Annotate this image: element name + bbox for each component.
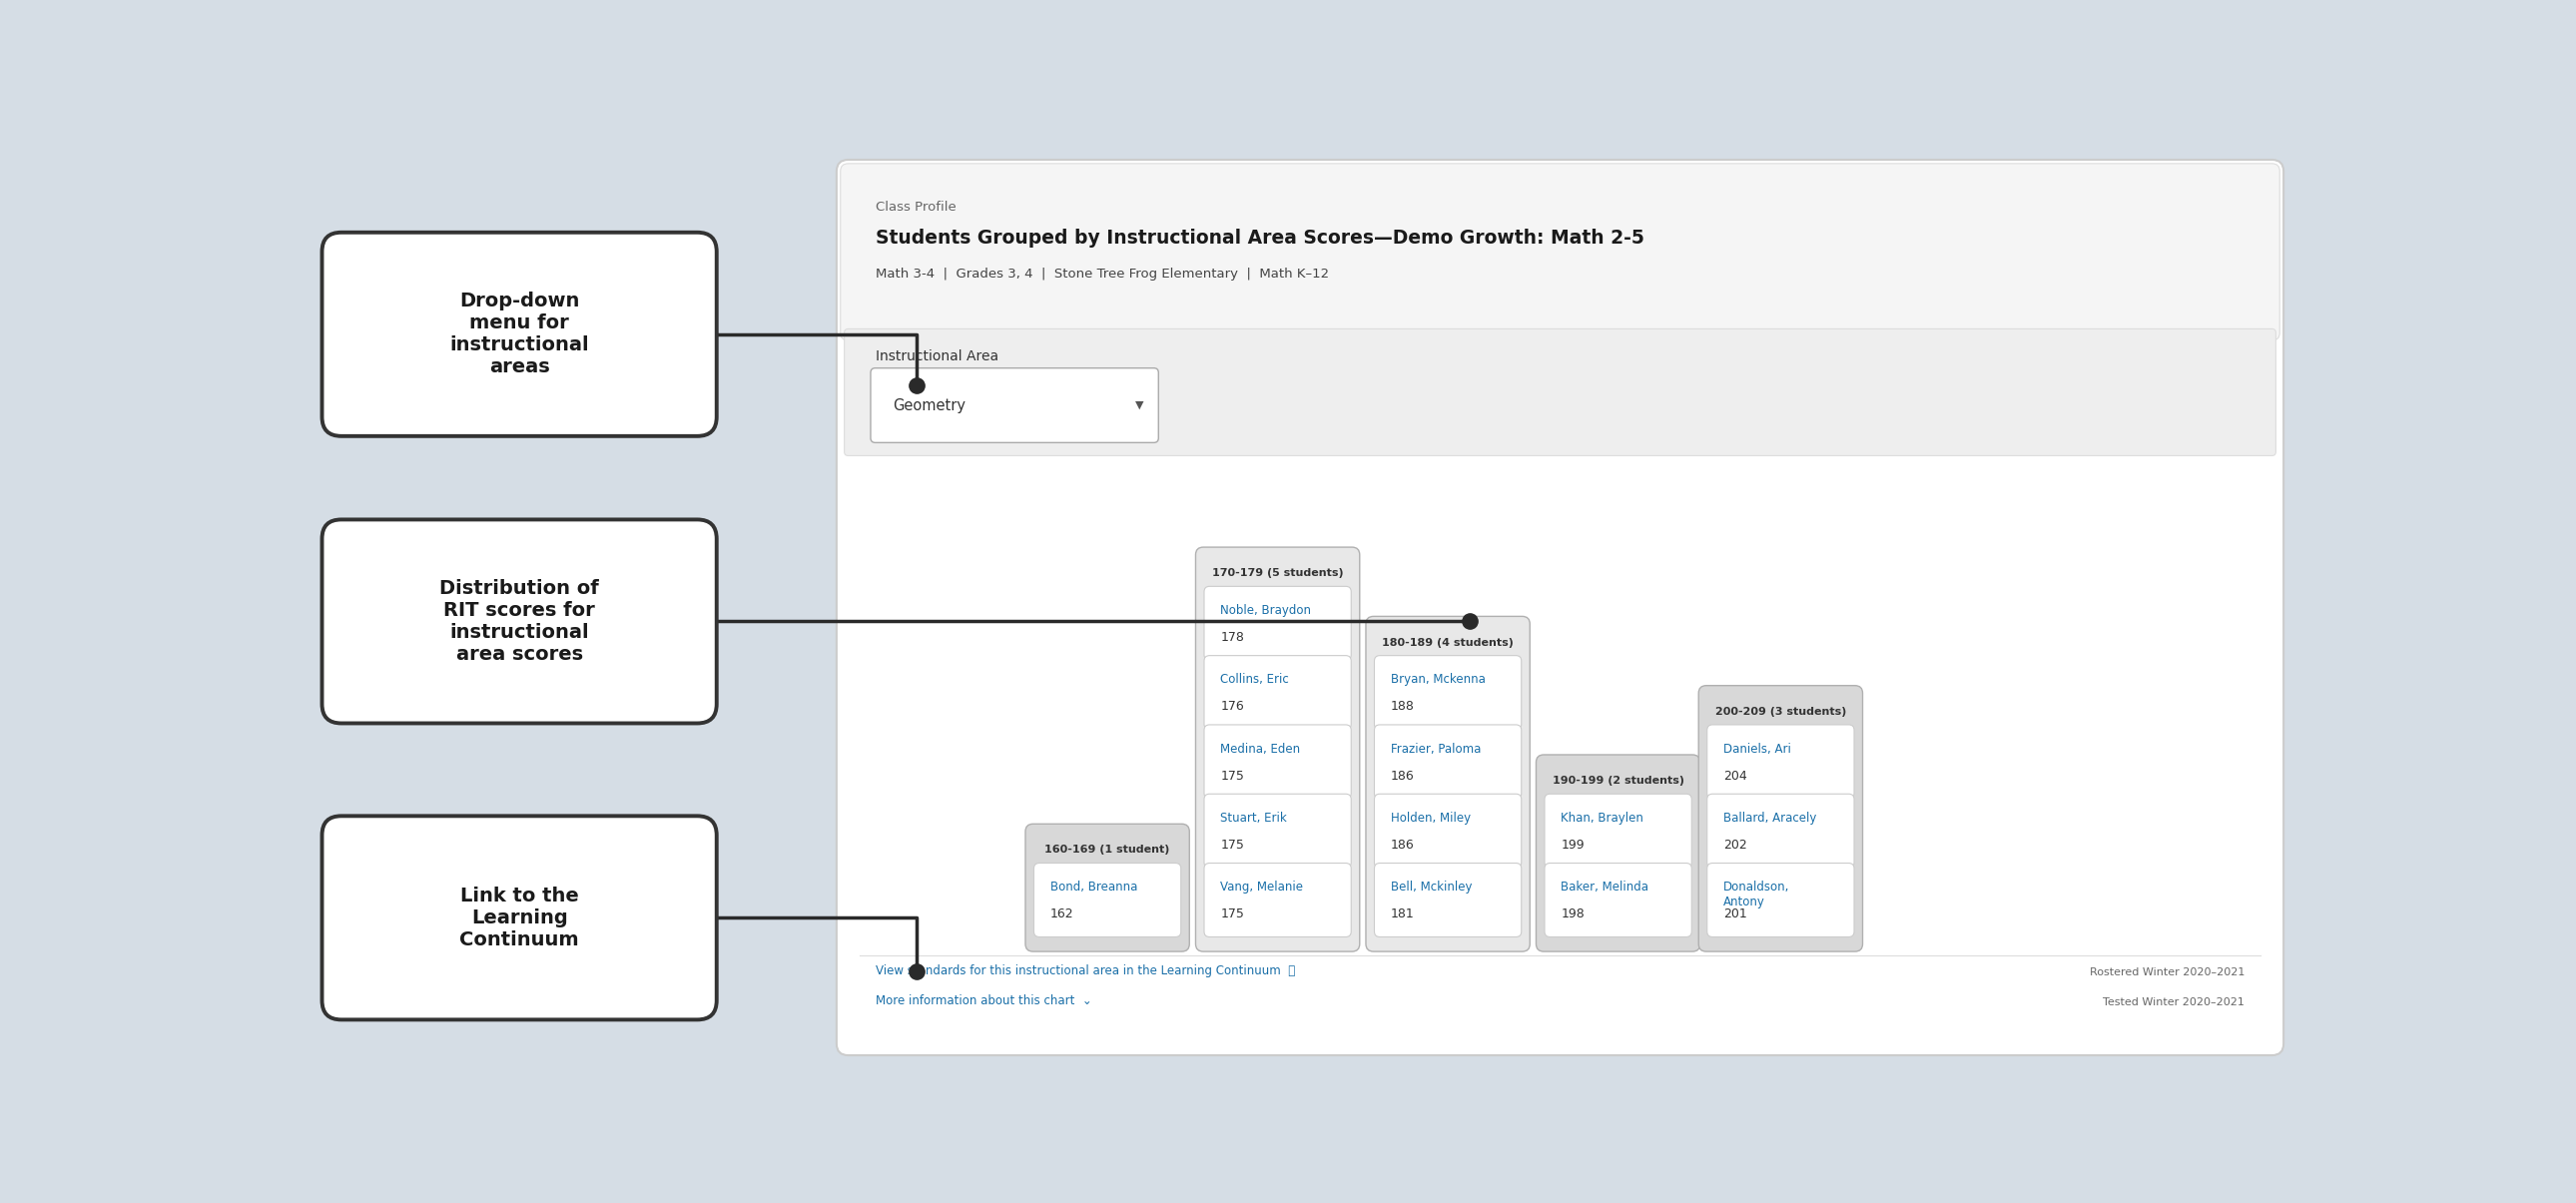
Text: 204: 204 — [1723, 770, 1747, 782]
FancyBboxPatch shape — [1546, 794, 1692, 867]
Text: Class Profile: Class Profile — [876, 201, 956, 213]
FancyBboxPatch shape — [1708, 794, 1855, 867]
Text: 162: 162 — [1051, 908, 1074, 920]
Text: 202: 202 — [1723, 838, 1747, 852]
Text: 201: 201 — [1723, 908, 1747, 920]
FancyBboxPatch shape — [1708, 863, 1855, 937]
FancyBboxPatch shape — [1708, 724, 1855, 799]
FancyBboxPatch shape — [322, 816, 716, 1020]
Text: 175: 175 — [1221, 770, 1244, 782]
Text: Holden, Miley: Holden, Miley — [1391, 812, 1471, 824]
Text: 190-199 (2 students): 190-199 (2 students) — [1553, 776, 1685, 786]
Text: Noble, Braydon: Noble, Braydon — [1221, 604, 1311, 617]
FancyBboxPatch shape — [1376, 724, 1522, 799]
Text: 175: 175 — [1221, 908, 1244, 920]
FancyBboxPatch shape — [1033, 863, 1180, 937]
Text: Ballard, Aracely: Ballard, Aracely — [1723, 812, 1816, 824]
Text: Bell, Mckinley: Bell, Mckinley — [1391, 881, 1471, 894]
Text: Geometry: Geometry — [891, 398, 966, 413]
FancyBboxPatch shape — [1698, 686, 1862, 952]
Text: ▼: ▼ — [1136, 401, 1144, 410]
FancyBboxPatch shape — [1535, 754, 1700, 952]
Text: 170-179 (5 students): 170-179 (5 students) — [1211, 568, 1342, 579]
Text: Daniels, Ari: Daniels, Ari — [1723, 742, 1790, 755]
Text: 186: 186 — [1391, 838, 1414, 852]
FancyBboxPatch shape — [871, 368, 1159, 443]
Text: Instructional Area: Instructional Area — [876, 350, 999, 363]
Text: 198: 198 — [1561, 908, 1584, 920]
Text: 200-209 (3 students): 200-209 (3 students) — [1716, 706, 1847, 717]
Text: 175: 175 — [1221, 838, 1244, 852]
FancyBboxPatch shape — [322, 232, 716, 437]
Text: Baker, Melinda: Baker, Melinda — [1561, 881, 1649, 894]
Text: 181: 181 — [1391, 908, 1414, 920]
Text: Link to the
Learning
Continuum: Link to the Learning Continuum — [459, 887, 580, 949]
Text: View standards for this instructional area in the Learning Continuum  ⧉: View standards for this instructional ar… — [876, 964, 1296, 977]
Text: 188: 188 — [1391, 700, 1414, 713]
FancyBboxPatch shape — [1203, 586, 1352, 660]
FancyBboxPatch shape — [1365, 616, 1530, 952]
FancyBboxPatch shape — [837, 160, 2282, 1055]
Text: Students Grouped by Instructional Area Scores—Demo Growth: Math 2-5: Students Grouped by Instructional Area S… — [876, 229, 1643, 248]
Text: Donaldson,
Antony: Donaldson, Antony — [1723, 881, 1790, 908]
Text: Frazier, Paloma: Frazier, Paloma — [1391, 742, 1481, 755]
FancyBboxPatch shape — [1376, 863, 1522, 937]
Text: Math 3-4  |  Grades 3, 4  |  Stone Tree Frog Elementary  |  Math K–12: Math 3-4 | Grades 3, 4 | Stone Tree Frog… — [876, 267, 1329, 280]
Text: Rostered Winter 2020–2021: Rostered Winter 2020–2021 — [2089, 967, 2244, 977]
FancyBboxPatch shape — [1203, 863, 1352, 937]
FancyBboxPatch shape — [1376, 794, 1522, 867]
Text: Medina, Eden: Medina, Eden — [1221, 742, 1301, 755]
Text: 180-189 (4 students): 180-189 (4 students) — [1383, 638, 1515, 647]
FancyBboxPatch shape — [1195, 547, 1360, 952]
Text: Collins, Eric: Collins, Eric — [1221, 674, 1288, 686]
Text: Distribution of
RIT scores for
instructional
area scores: Distribution of RIT scores for instructi… — [440, 579, 600, 664]
Text: Vang, Melanie: Vang, Melanie — [1221, 881, 1303, 894]
Text: 186: 186 — [1391, 770, 1414, 782]
Text: Tested Winter 2020–2021: Tested Winter 2020–2021 — [2102, 997, 2244, 1008]
FancyBboxPatch shape — [1376, 656, 1522, 729]
FancyBboxPatch shape — [1203, 724, 1352, 799]
Text: 176: 176 — [1221, 700, 1244, 713]
FancyBboxPatch shape — [1025, 824, 1190, 952]
Text: 160-169 (1 student): 160-169 (1 student) — [1046, 845, 1170, 855]
FancyBboxPatch shape — [845, 328, 2275, 456]
FancyBboxPatch shape — [1203, 794, 1352, 867]
Text: 178: 178 — [1221, 632, 1244, 644]
Text: More information about this chart  ⌄: More information about this chart ⌄ — [876, 995, 1092, 1008]
Text: 199: 199 — [1561, 838, 1584, 852]
FancyBboxPatch shape — [1546, 863, 1692, 937]
Text: Bryan, Mckenna: Bryan, Mckenna — [1391, 674, 1486, 686]
Text: Drop-down
menu for
instructional
areas: Drop-down menu for instructional areas — [451, 292, 590, 377]
Text: Bond, Breanna: Bond, Breanna — [1051, 881, 1139, 894]
Text: Stuart, Erik: Stuart, Erik — [1221, 812, 1288, 824]
FancyBboxPatch shape — [840, 164, 2280, 340]
FancyBboxPatch shape — [1203, 656, 1352, 729]
FancyBboxPatch shape — [322, 520, 716, 723]
Text: Khan, Braylen: Khan, Braylen — [1561, 812, 1643, 824]
